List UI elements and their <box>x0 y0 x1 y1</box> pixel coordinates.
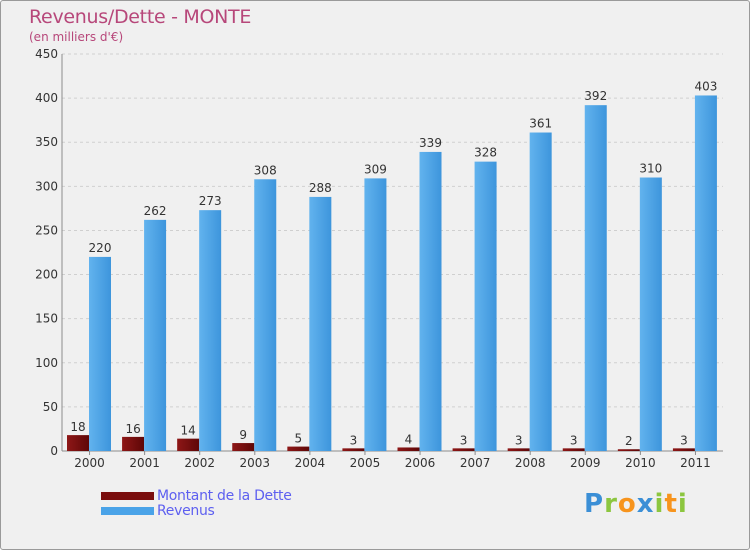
data-label-dette: 3 <box>680 433 688 447</box>
bar-dette <box>67 435 89 451</box>
x-tick-label: 2008 <box>515 456 546 470</box>
data-label-revenus: 308 <box>254 163 277 177</box>
y-tick-label: 0 <box>50 444 58 458</box>
data-label-revenus: 310 <box>639 162 662 176</box>
data-label-dette: 3 <box>460 433 468 447</box>
x-tick-label: 2006 <box>405 456 436 470</box>
bar-dette <box>507 448 530 451</box>
bar-dette <box>342 448 365 451</box>
data-label-revenus: 339 <box>419 136 442 150</box>
bar-revenus <box>199 210 222 451</box>
x-tick-label: 2005 <box>350 456 381 470</box>
data-label-dette: 3 <box>350 433 358 447</box>
bar-dette <box>122 436 145 451</box>
data-label-dette: 2 <box>625 434 633 448</box>
bar-dette <box>452 448 475 451</box>
data-label-revenus: 273 <box>199 194 222 208</box>
bar-revenus <box>474 161 497 451</box>
bar-revenus <box>89 256 111 451</box>
x-tick-label: 2007 <box>460 456 491 470</box>
data-label-revenus: 361 <box>529 117 552 131</box>
legend-item-revenus: Revenus <box>101 502 292 519</box>
bar-dette <box>177 438 200 451</box>
data-label-dette: 14 <box>181 424 196 438</box>
data-label-dette: 4 <box>405 432 413 446</box>
y-tick-label: 250 <box>35 223 58 237</box>
bar-revenus <box>309 196 332 451</box>
y-tick-label: 200 <box>35 268 58 282</box>
logo-letter: i <box>654 489 665 519</box>
x-tick-label: 2004 <box>295 456 326 470</box>
x-tick-label: 2003 <box>240 456 271 470</box>
x-tick-label: 2002 <box>184 456 215 470</box>
proxiti-logo: Proxiti <box>584 489 688 519</box>
bar-revenus <box>419 151 442 451</box>
y-tick-label: 350 <box>35 135 58 149</box>
bar-dette <box>397 447 420 451</box>
chart-title: Revenus/Dette - MONTE <box>29 6 252 28</box>
logo-letter: t <box>664 489 678 519</box>
data-label-revenus: 392 <box>584 89 607 103</box>
x-tick-label: 2000 <box>74 456 105 470</box>
y-tick-label: 50 <box>43 400 58 414</box>
x-tick-label: 2009 <box>570 456 601 470</box>
data-label-revenus: 220 <box>89 241 112 255</box>
legend-swatch-revenus <box>101 506 154 515</box>
data-label-dette: 18 <box>70 420 85 434</box>
logo-letter: o <box>617 489 637 519</box>
data-label-revenus: 262 <box>144 204 167 218</box>
y-tick-label: 450 <box>35 47 58 61</box>
bar-revenus <box>694 95 717 451</box>
x-tick-label: 2011 <box>680 456 711 470</box>
data-label-revenus: 288 <box>309 181 332 195</box>
legend-item-dette: Montant de la Dette <box>101 487 292 504</box>
data-label-dette: 3 <box>515 433 523 447</box>
data-label-revenus: 403 <box>694 79 717 93</box>
chart-subtitle: (en milliers d'€) <box>29 30 124 44</box>
bar-dette <box>672 448 695 451</box>
bar-revenus <box>254 179 277 451</box>
bar-revenus <box>144 219 167 451</box>
legend: Montant de la Dette Revenus <box>101 487 292 519</box>
legend-swatch-dette <box>101 491 154 500</box>
bar-dette <box>617 449 640 451</box>
bar-dette <box>232 443 255 451</box>
plot-area <box>62 54 723 451</box>
bar-revenus <box>584 105 607 452</box>
logo-letter: x <box>636 489 655 519</box>
bar-dette <box>562 448 585 451</box>
bar-dette <box>287 446 310 451</box>
data-label-dette: 16 <box>125 422 140 436</box>
data-label-dette: 9 <box>239 428 247 442</box>
bar-revenus <box>364 178 387 452</box>
x-tick-label: 2010 <box>625 456 656 470</box>
data-label-revenus: 328 <box>474 146 497 160</box>
data-label-dette: 3 <box>570 433 578 447</box>
logo-letter: i <box>677 489 688 519</box>
x-tick-label: 2001 <box>129 456 160 470</box>
logo-letter: P <box>584 489 605 519</box>
logo-letter: r <box>604 489 618 519</box>
y-tick-label: 300 <box>35 179 58 193</box>
y-tick-label: 100 <box>35 356 58 370</box>
legend-label-dette: Montant de la Dette <box>157 487 292 504</box>
bar-revenus <box>639 177 662 451</box>
y-tick-label: 150 <box>35 312 58 326</box>
y-tick-label: 400 <box>35 91 58 105</box>
data-label-dette: 5 <box>295 432 303 446</box>
legend-label-revenus: Revenus <box>157 502 215 519</box>
bar-revenus <box>529 132 552 452</box>
data-label-revenus: 309 <box>364 162 387 176</box>
